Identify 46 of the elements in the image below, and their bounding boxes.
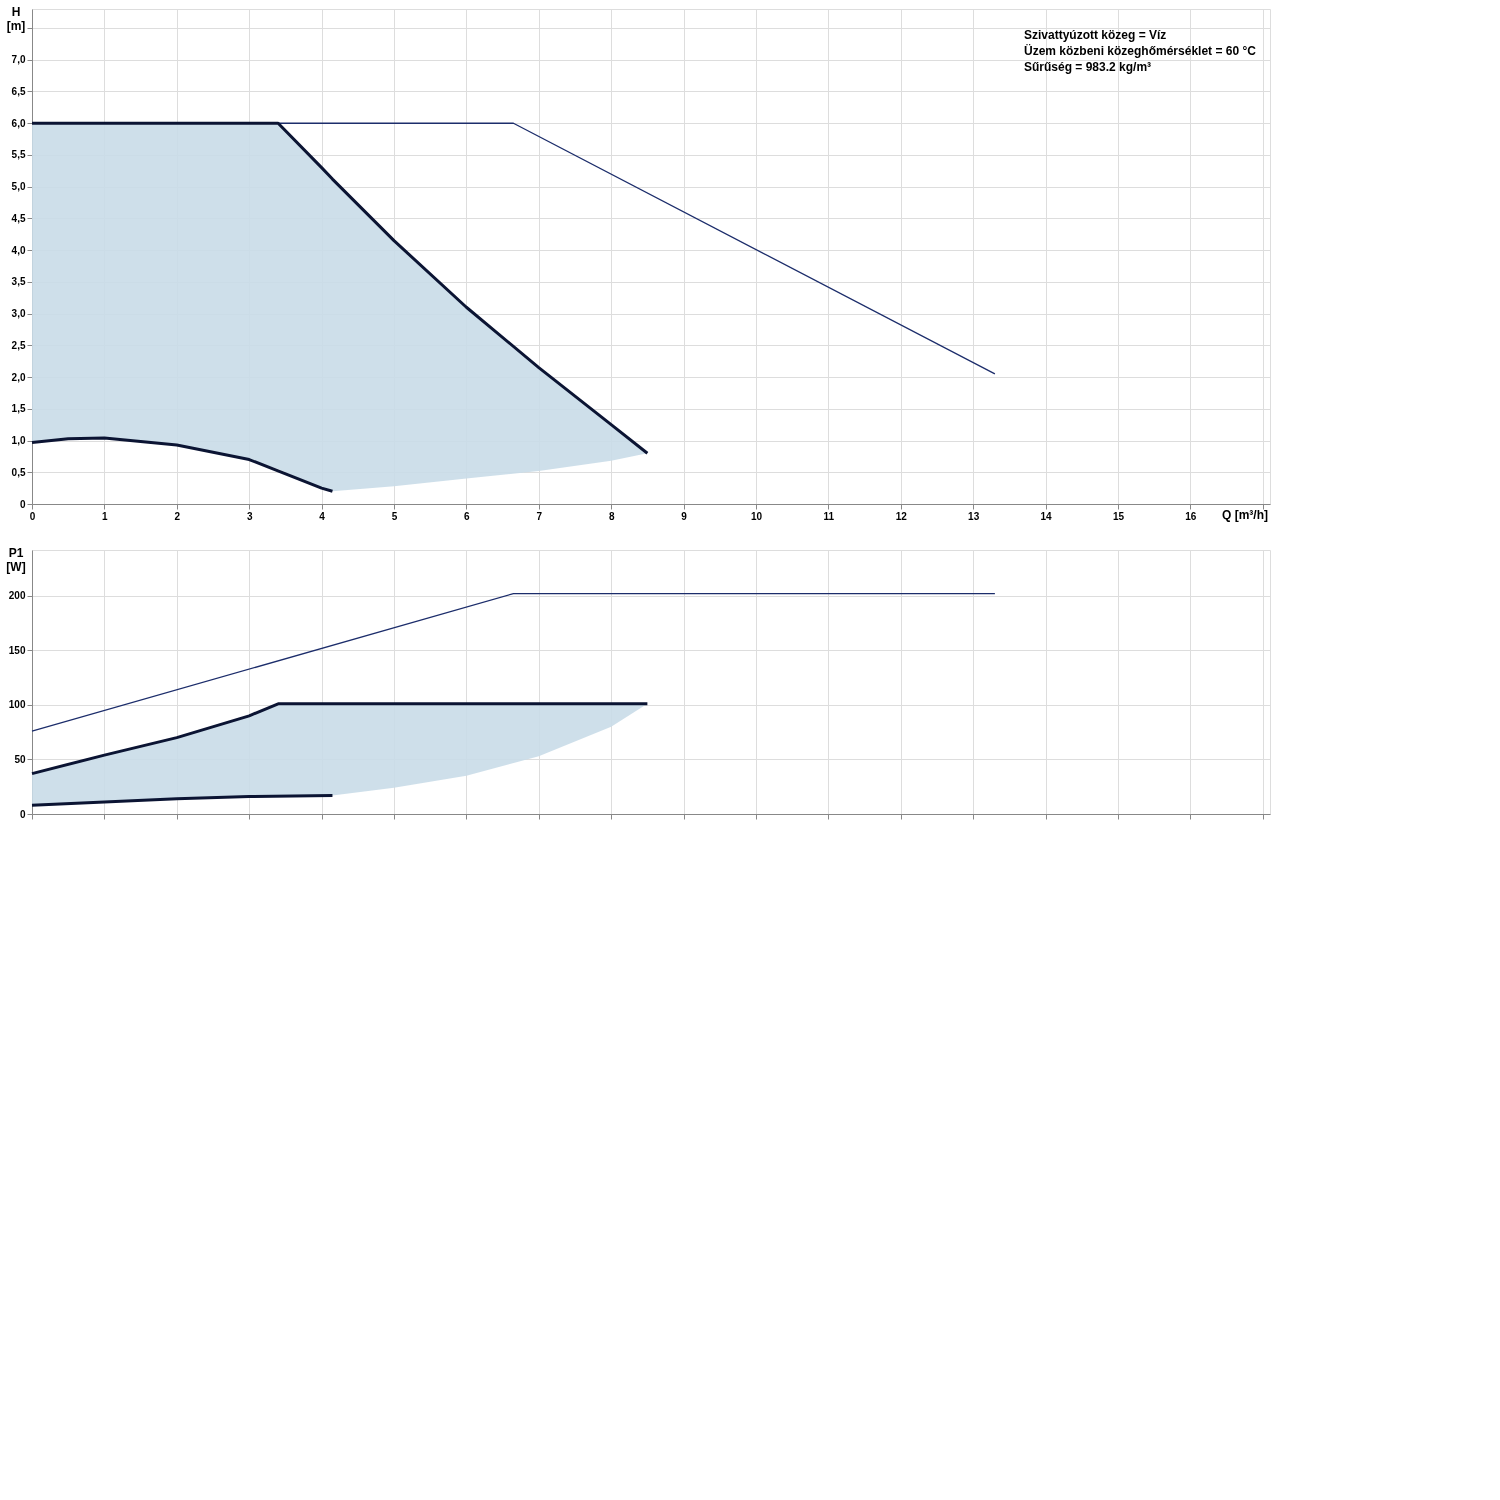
x-tick-label: 16 xyxy=(1185,510,1197,522)
x-tick-label: 7 xyxy=(536,510,543,522)
y-tick-label: 6,5 xyxy=(11,86,26,97)
x-tick-label: 2 xyxy=(174,510,181,522)
x-tick-label: 9 xyxy=(681,510,688,522)
y-tick-label: 4,5 xyxy=(11,212,26,224)
y-tick-label: 3,0 xyxy=(11,308,26,320)
y-tick-label: 1,0 xyxy=(11,435,26,447)
y-tick-label: 5,0 xyxy=(11,181,26,193)
annotation: Sűrűség = 983.2 kg/m³ xyxy=(1024,60,1152,74)
x-axis-title: Q [m³/h] xyxy=(1222,508,1268,522)
x-tick-label: 14 xyxy=(1040,510,1053,522)
line-series xyxy=(30,793,334,807)
line-series xyxy=(30,436,334,493)
y-tick-label: 2,0 xyxy=(11,371,26,383)
y-tick-label: 200 xyxy=(8,590,26,602)
y-tick-label: 0,5 xyxy=(11,466,26,478)
y-tick-label: 100 xyxy=(8,699,26,711)
x-tick-label: 13 xyxy=(968,510,980,522)
y-tick-label: 3,5 xyxy=(11,276,26,288)
annotation: Szivattyúzott közeg = Víz xyxy=(1024,28,1167,42)
x-tick-label: 4 xyxy=(319,510,326,522)
y-tick-label: 5,5 xyxy=(11,149,26,161)
y-tick-label: 7,0 xyxy=(11,54,26,66)
x-tick-label: 3 xyxy=(246,510,253,522)
annotation: Üzem közbeni közeghőmérséklet = 60 °C xyxy=(1024,43,1257,58)
x-tick-label: 15 xyxy=(1112,510,1125,522)
x-tick-label: 0 xyxy=(29,510,36,522)
x-tick-label: 8 xyxy=(608,510,615,522)
x-tick-label: 6 xyxy=(464,510,471,522)
y-axis-title: H [m] xyxy=(6,5,26,33)
y-tick-label: 150 xyxy=(8,644,26,656)
x-tick-label: 11 xyxy=(823,510,835,522)
y-tick-label: 4,0 xyxy=(11,244,26,256)
y-axis-title: P1 [W] xyxy=(6,546,26,574)
y-tick-label: 50 xyxy=(14,753,26,765)
x-tick-label: 1 xyxy=(102,510,109,522)
y-tick-label: 1,5 xyxy=(11,403,26,415)
x-tick-label: 5 xyxy=(391,510,398,522)
x-tick-label: 12 xyxy=(895,510,908,522)
y-tick-label: 6,0 xyxy=(11,117,26,129)
y-tick-label: 0 xyxy=(19,808,26,820)
line-series xyxy=(30,702,649,776)
y-tick-label: 2,5 xyxy=(11,339,26,351)
x-tick-label: 10 xyxy=(750,510,763,522)
y-tick-label: 0 xyxy=(19,498,26,510)
